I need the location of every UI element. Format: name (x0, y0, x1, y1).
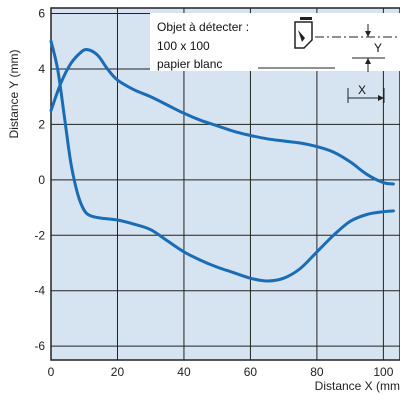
series-group (49, 39, 395, 283)
x-axis-label: Distance X (mm) (315, 379, 400, 393)
x-tick-label: 40 (177, 365, 191, 379)
y-tick-label: 2 (38, 117, 45, 131)
x-marker-label: X (358, 83, 366, 97)
tick-labels: 0 20 40 60 80 100 -6 -4 -2 0 2 4 6 (34, 7, 393, 379)
annotation-line-2: 100 x 100 (157, 39, 210, 53)
x-tick-label: 0 (48, 365, 55, 379)
x-tick-label: 80 (310, 365, 324, 379)
series-line-2 (49, 39, 395, 283)
x-tick-label: 60 (244, 365, 258, 379)
x-tick-label: 20 (111, 365, 125, 379)
y-tick-label: 6 (38, 7, 45, 21)
y-axis-label: Distance Y (mm) (7, 50, 21, 139)
y-arrow-top (365, 31, 371, 37)
x-arrow (378, 95, 384, 101)
y-tick-label: -2 (34, 228, 45, 242)
annotation: Objet à détecter : 100 x 100 papier blan… (150, 13, 400, 103)
annotation-line-3: papier blanc (157, 57, 222, 71)
y-tick-label: -4 (34, 284, 45, 298)
y-tick-label: 4 (38, 62, 45, 76)
y-tick-label: -6 (34, 339, 45, 353)
y-arrow-bottom (365, 58, 371, 64)
annotation-box (150, 13, 400, 71)
x-tick-label: 100 (373, 365, 393, 379)
sensor-icon (294, 17, 313, 49)
y-tick-label: 0 (38, 173, 45, 187)
series-line-1 (49, 47, 395, 186)
annotation-line-1: Objet à détecter : (157, 20, 249, 34)
y-marker-label: Y (374, 41, 382, 55)
